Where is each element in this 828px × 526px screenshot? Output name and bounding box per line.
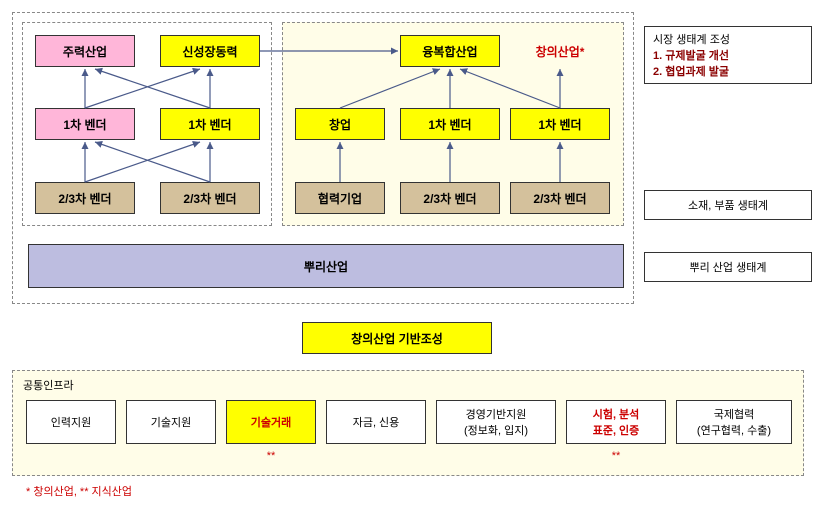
label: 뿌리산업 — [304, 258, 348, 275]
box-tier23-a: 2/3차 벤더 — [35, 182, 135, 214]
side-box-materials: 소재, 부품 생태계 — [644, 190, 812, 220]
side-line2: 1. 규제발굴 개선 — [653, 47, 729, 63]
label: 신성장동력 — [182, 43, 237, 60]
label2: 표준, 인증 — [593, 422, 640, 438]
label: * 창의산업, ** 지식산업 — [26, 483, 132, 499]
label1: 경영기반지원 — [466, 406, 527, 422]
label: 소재, 부품 생태계 — [688, 197, 768, 213]
label: 2/3차 벤더 — [183, 190, 236, 207]
label: 주력산업 — [63, 43, 107, 60]
box-convergence: 융복합산업 — [400, 35, 500, 67]
label1: 국제협력 — [714, 406, 754, 422]
label: 인력지원 — [51, 414, 91, 430]
label: 뿌리 산업 생태계 — [690, 259, 767, 275]
box-tier1-c: 1차 벤더 — [400, 108, 500, 140]
label: 2/3차 벤더 — [423, 190, 476, 207]
side-box-root: 뿌리 산업 생태계 — [644, 252, 812, 282]
box-tier1-b: 1차 벤더 — [160, 108, 260, 140]
box-startup: 창업 — [295, 108, 385, 140]
label: 1차 벤더 — [538, 116, 581, 133]
box-tier23-b: 2/3차 벤더 — [160, 182, 260, 214]
label: 1차 벤더 — [428, 116, 471, 133]
label: 창의산업 기반조성 — [351, 330, 443, 347]
label: 2/3차 벤더 — [58, 190, 111, 207]
infra-item-b: 기술지원 — [126, 400, 216, 444]
side-line1: 시장 생태계 조성 — [653, 31, 730, 47]
box-partner: 협력기업 — [295, 182, 385, 214]
label: ** — [612, 450, 621, 462]
label: 1차 벤더 — [63, 116, 106, 133]
footnote: * 창의산업, ** 지식산업 — [26, 482, 326, 500]
box-main-industry: 주력산업 — [35, 35, 135, 67]
infra-item-f: 시험, 분석 표준, 인증 — [566, 400, 666, 444]
stars-c: ** — [226, 448, 316, 464]
infra-item-e: 경영기반지원 (정보화, 입지) — [436, 400, 556, 444]
root-industry-box: 뿌리산업 — [28, 244, 624, 288]
infra-item-g: 국제협력 (연구협력, 수출) — [676, 400, 792, 444]
side-line3: 2. 협업과제 발굴 — [653, 63, 729, 79]
infra-item-d: 자금, 신용 — [326, 400, 426, 444]
label: 기술지원 — [151, 414, 191, 430]
box-tier23-d: 2/3차 벤더 — [510, 182, 610, 214]
box-tier1-d: 1차 벤더 — [510, 108, 610, 140]
foundation-box: 창의산업 기반조성 — [302, 322, 492, 354]
label: 1차 벤더 — [188, 116, 231, 133]
side-box-ecosystem: 시장 생태계 조성 1. 규제발굴 개선 2. 협업과제 발굴 — [644, 26, 812, 84]
infra-item-a: 인력지원 — [26, 400, 116, 444]
label: 기술거래 — [251, 414, 291, 430]
box-creative-industry: 창의산업* — [510, 35, 610, 67]
label1: 시험, 분석 — [593, 406, 640, 422]
label2: (연구협력, 수출) — [697, 422, 771, 438]
label: 융복합산업 — [422, 43, 477, 60]
stars-f: ** — [566, 448, 666, 464]
box-tier23-c: 2/3차 벤더 — [400, 182, 500, 214]
label: 협력기업 — [318, 190, 362, 207]
label: ** — [267, 450, 276, 462]
label: 창업 — [329, 116, 351, 133]
box-tier1-a: 1차 벤더 — [35, 108, 135, 140]
label2: (정보화, 입지) — [464, 422, 528, 438]
infra-item-c: 기술거래 — [226, 400, 316, 444]
label: 창의산업* — [536, 43, 585, 60]
label: 자금, 신용 — [353, 414, 400, 430]
box-new-growth: 신성장동력 — [160, 35, 260, 67]
label: 2/3차 벤더 — [533, 190, 586, 207]
infra-title: 공통인프라 — [23, 377, 74, 393]
